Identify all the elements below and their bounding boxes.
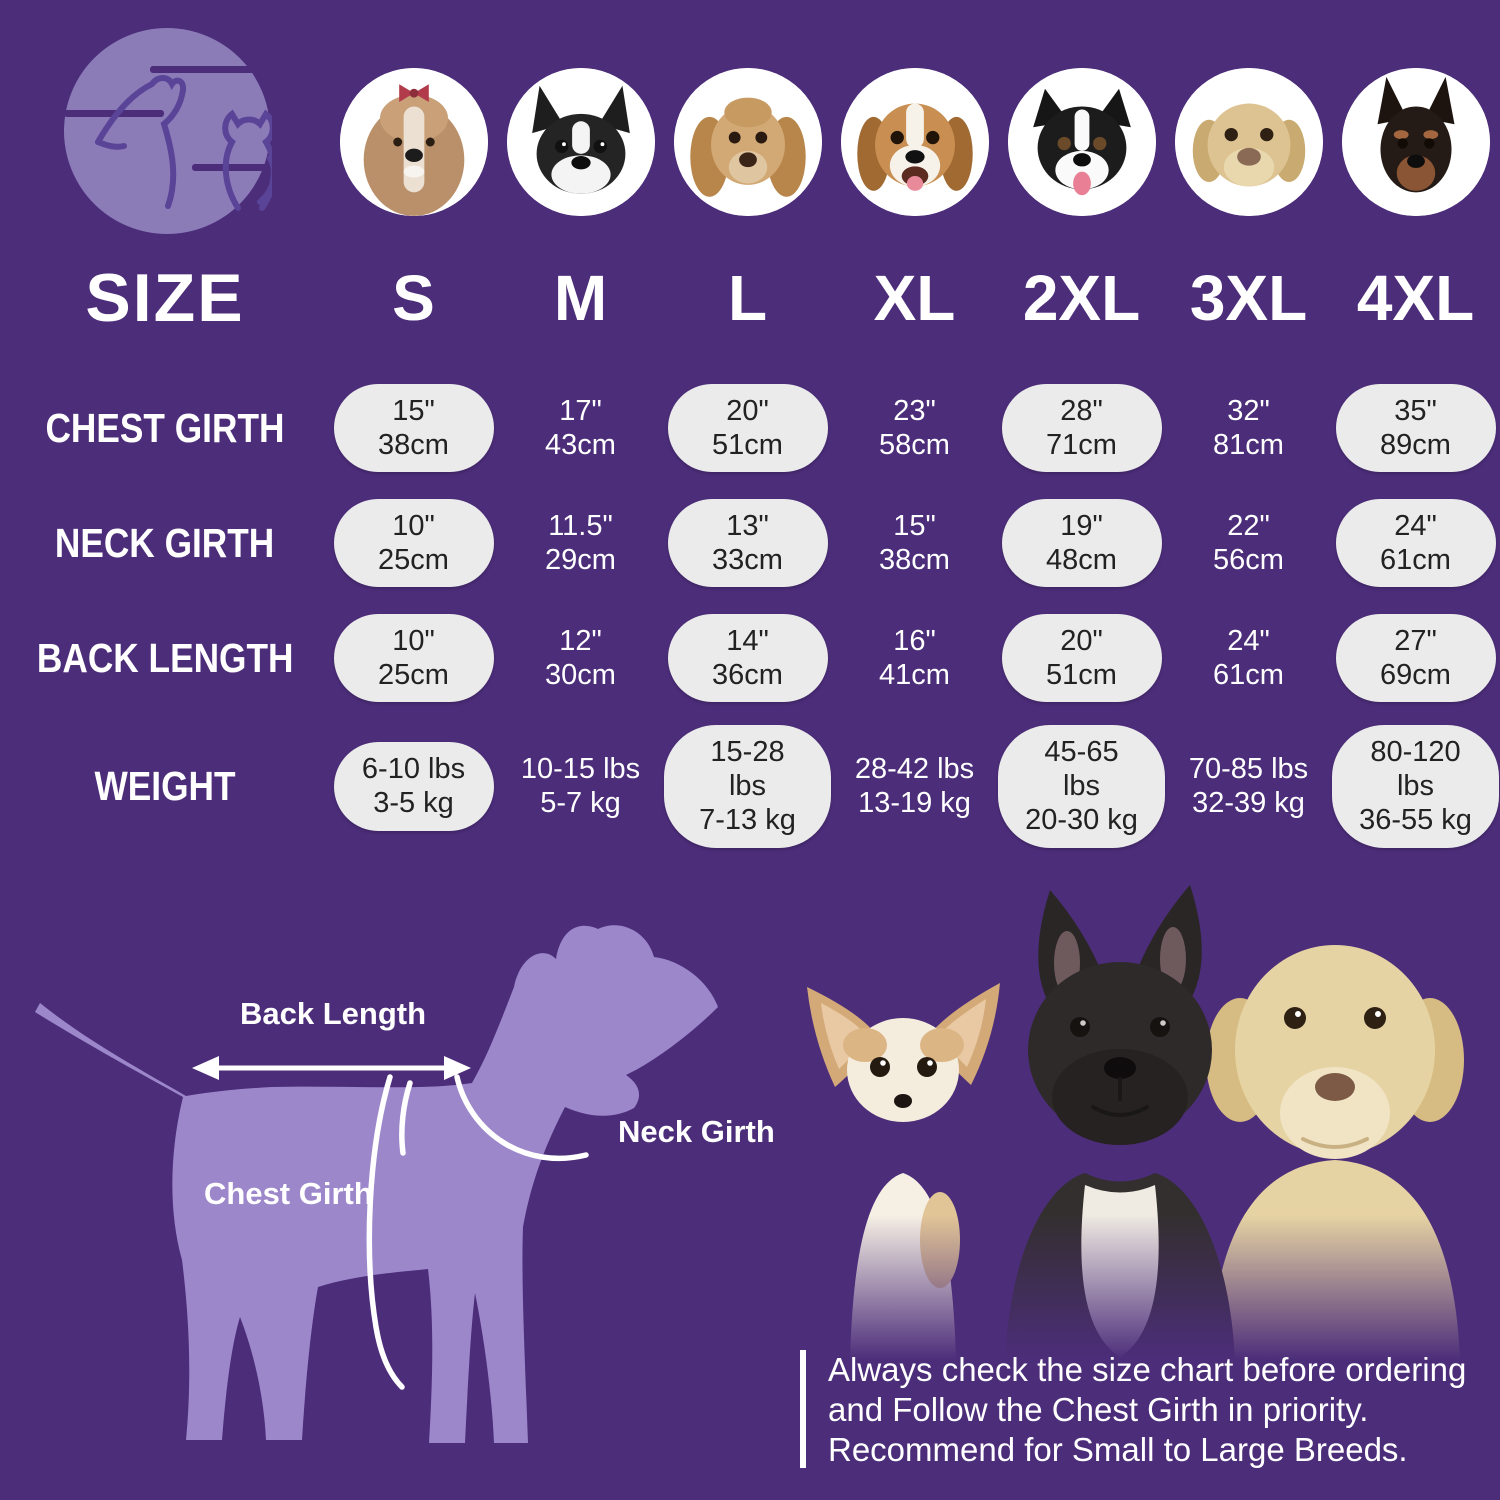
- size-col-s: S: [392, 262, 435, 334]
- note-text: Always check the size chart before order…: [828, 1350, 1466, 1470]
- dog-photo-labrador-icon: [1174, 68, 1323, 216]
- note-line-2: and Follow the Chest Girth in priority.: [828, 1391, 1369, 1428]
- back-length-label: Back Length: [240, 996, 427, 1031]
- dog-photo-doberman-icon: [1341, 68, 1490, 216]
- size-col-l: L: [727, 262, 768, 334]
- cell-weight-xl: 28-42 lbs 13-19 kg: [854, 753, 975, 820]
- cell-neck-4xl: 24" 61cm: [1335, 498, 1496, 588]
- size-col-2xl: 2XL: [1022, 262, 1141, 334]
- chest-girth-line: [366, 1074, 405, 1390]
- chest-girth-line-2: [399, 1080, 413, 1156]
- cell-back-2xl: 20" 51cm: [1001, 613, 1162, 703]
- size-col-xl: XL: [873, 262, 956, 334]
- row-label-neck-girth: NECK GIRTH: [55, 519, 275, 566]
- cell-back-l: 14" 36cm: [667, 613, 828, 703]
- cell-neck-xl: 15" 38cm: [879, 509, 950, 576]
- cell-weight-s: 6-10 lbs 3-5 kg: [333, 742, 494, 831]
- three-dogs-photo: [755, 885, 1500, 1360]
- cell-weight-m: 10-15 lbs 5-7 kg: [520, 753, 641, 820]
- dog-photo-border-collie-icon: [1007, 68, 1156, 216]
- chest-girth-label: Chest Girth: [204, 1176, 373, 1211]
- row-label-weight: WEIGHT: [94, 762, 236, 809]
- cell-chest-xl: 23" 58cm: [879, 394, 950, 461]
- cell-back-4xl: 27" 69cm: [1335, 613, 1496, 703]
- cell-chest-2xl: 28" 71cm: [1001, 383, 1162, 473]
- neck-girth-line: [454, 1074, 589, 1162]
- dog-photo-boston-terrier-icon: [506, 68, 655, 216]
- row-label-chest-girth: CHEST GIRTH: [45, 404, 285, 451]
- cell-neck-s: 10" 25cm: [333, 498, 494, 588]
- chest-girth-row: CHEST GIRTH 15" 38cm 17" 43cm 20" 51cm 23" 5…: [0, 380, 1500, 476]
- size-col-3xl: 3XL: [1189, 262, 1308, 334]
- back-length-row: BACK LENGTH 10" 25cm 12" 30cm 14" 36cm 16" 4…: [0, 610, 1500, 706]
- breed-photos-row: [0, 62, 1500, 222]
- measurement-diagram: [35, 925, 718, 1443]
- cell-back-s: 10" 25cm: [333, 613, 494, 703]
- dog-photo-beagle-icon: [840, 68, 989, 216]
- weight-row: WEIGHT 6-10 lbs 3-5 kg 10-15 lbs 5-7 kg 15…: [0, 725, 1500, 848]
- cell-back-xl: 16" 41cm: [879, 624, 950, 691]
- dog-photo-cocker-spaniel-icon: [673, 68, 822, 216]
- cell-chest-s: 15" 38cm: [333, 383, 494, 473]
- cell-chest-m: 17" 43cm: [545, 394, 616, 461]
- size-header-row: SIZE S M L XL 2XL 3XL 4XL: [0, 252, 1500, 344]
- size-col-m: M: [553, 262, 608, 334]
- cell-back-m: 12" 30cm: [545, 624, 616, 691]
- cell-weight-4xl: 80-120 lbs 36-55 kg: [1332, 725, 1499, 848]
- note-accent-bar: [800, 1350, 806, 1468]
- size-col-4xl: 4XL: [1356, 262, 1475, 334]
- neck-girth-row: NECK GIRTH 10" 25cm 11.5" 29cm 13" 33cm 15"…: [0, 495, 1500, 591]
- cell-chest-3xl: 32" 81cm: [1213, 394, 1284, 461]
- cell-weight-3xl: 70-85 lbs 32-39 kg: [1188, 753, 1309, 820]
- cell-back-3xl: 24" 61cm: [1213, 624, 1284, 691]
- dog-photo-shih-tzu-icon: [339, 68, 488, 216]
- arrow-head-right: [444, 1056, 471, 1080]
- neck-girth-label: Neck Girth: [618, 1114, 775, 1149]
- cell-weight-l: 15-28 lbs 7-13 kg: [664, 725, 831, 848]
- cell-weight-2xl: 45-65 lbs 20-30 kg: [998, 725, 1165, 848]
- size-corner-label: SIZE: [85, 260, 245, 336]
- cell-chest-l: 20" 51cm: [667, 383, 828, 473]
- row-label-back-length: BACK LENGTH: [36, 634, 294, 681]
- note-line-1: Always check the size chart before order…: [828, 1351, 1467, 1388]
- arrow-head-left: [192, 1056, 219, 1080]
- cell-neck-m: 11.5" 29cm: [545, 509, 616, 576]
- cell-neck-2xl: 19" 48cm: [1001, 498, 1162, 588]
- cell-neck-l: 13" 33cm: [667, 498, 828, 588]
- note-block: Always check the size chart before order…: [800, 1350, 1470, 1470]
- note-line-3: Recommend for Small to Large Breeds.: [828, 1431, 1408, 1468]
- cell-neck-3xl: 22" 56cm: [1213, 509, 1284, 576]
- dog-silhouette: [35, 925, 718, 1443]
- cell-chest-4xl: 35" 89cm: [1335, 383, 1496, 473]
